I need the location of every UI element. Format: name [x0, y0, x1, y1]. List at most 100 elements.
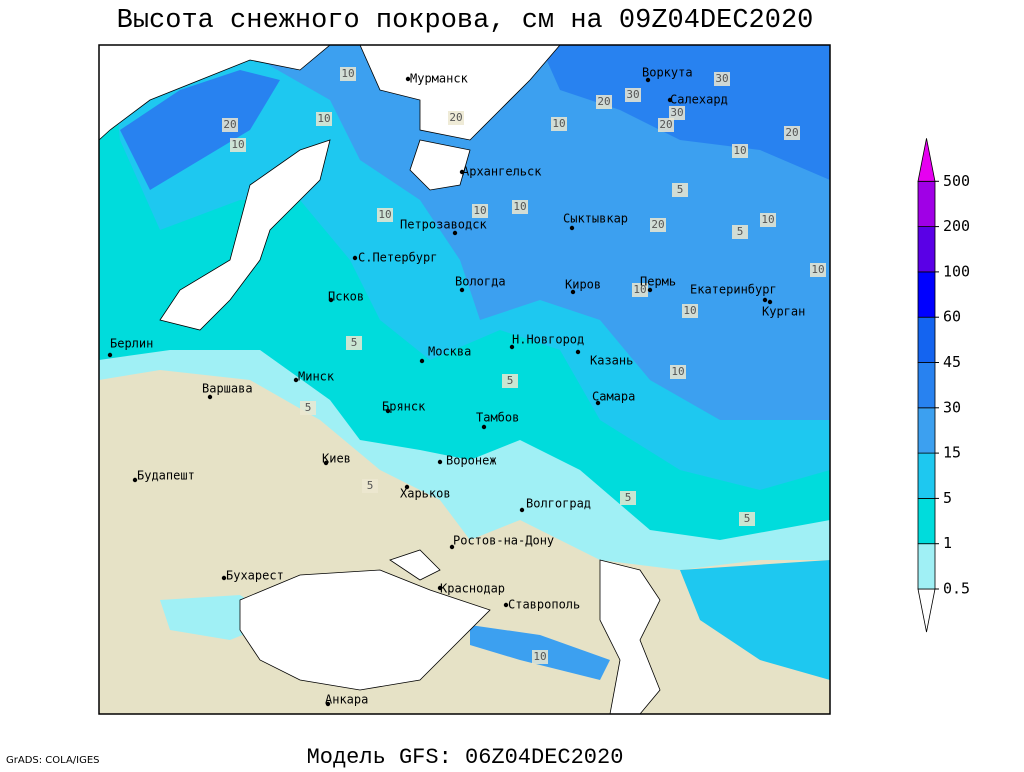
- city-dot: [405, 76, 411, 82]
- colorbar-upper-triangle: [917, 138, 936, 182]
- city-label: Н.Новгород: [512, 333, 584, 347]
- contour-label: 5: [305, 401, 312, 414]
- contour-label: 20: [449, 111, 462, 124]
- city-label: Брянск: [382, 400, 426, 414]
- city-dot: [221, 575, 227, 581]
- city-label: Петрозаводск: [400, 218, 487, 232]
- city-label: Ростов-на-Дону: [453, 534, 554, 548]
- colorbar-label: 100: [943, 262, 970, 280]
- colorbar-segment: [917, 407, 936, 454]
- city-label: Бухарест: [226, 569, 284, 583]
- city-label: Тамбов: [476, 411, 519, 425]
- city-dot: [569, 225, 575, 231]
- city-label: Минск: [298, 370, 335, 384]
- contour-label: 10: [761, 213, 774, 226]
- city-label: Воронеж: [446, 454, 497, 468]
- contour-label-box: [346, 336, 362, 350]
- contour-label-box: [632, 283, 648, 297]
- contour-label: 10: [633, 283, 646, 296]
- city-label: Вологда: [455, 275, 506, 289]
- contour-label: 20: [223, 118, 236, 131]
- city-dot: [323, 460, 329, 466]
- contour-label-box: [670, 365, 686, 379]
- city-label: Москва: [428, 345, 471, 359]
- contour-label-box: [551, 117, 567, 131]
- city-label: Краснодар: [440, 582, 505, 596]
- contour-label: 10: [341, 67, 354, 80]
- snow-zone: [680, 560, 830, 680]
- city-dot: [449, 544, 455, 550]
- colorbar-segment: [917, 271, 936, 318]
- contour-label: 30: [626, 88, 639, 101]
- sea: [99, 45, 331, 141]
- city-label: Пермь: [640, 275, 676, 289]
- contour-label-box: [362, 479, 378, 493]
- contour-label-box: [377, 208, 393, 222]
- city-label: Сыктывкар: [563, 212, 628, 226]
- city-label: С.Петербург: [358, 251, 437, 265]
- colorbar-segment: [917, 226, 936, 273]
- contour-label: 5: [625, 491, 632, 504]
- contour-label: 20: [659, 118, 672, 131]
- contour-label-box: [625, 88, 641, 102]
- contour-label-box: [682, 304, 698, 318]
- contour-label-box: [472, 204, 488, 218]
- city-dot: [570, 289, 576, 295]
- cities: Мурманск Воркута Салехард Архангельск Сыктыв…: [107, 66, 805, 707]
- city-label: Ставрополь: [508, 598, 580, 612]
- city-dot: [575, 349, 581, 355]
- city-dot: [667, 97, 673, 103]
- contour-label-box: [732, 144, 748, 158]
- contour-label-box: [340, 67, 356, 81]
- contour-label: 10: [231, 138, 244, 151]
- contour-label-box: [532, 650, 548, 664]
- contour-label: 10: [811, 263, 824, 276]
- city-label: Варшава: [202, 382, 253, 396]
- city-label: Казань: [590, 354, 633, 368]
- contour-label: 10: [733, 144, 746, 157]
- contour-label: 20: [785, 126, 798, 139]
- city-dot: [107, 352, 113, 358]
- credit: GrADS: COLA/IGES: [6, 755, 100, 766]
- city-dot: [352, 255, 358, 261]
- colorbar-label: 30: [943, 398, 961, 416]
- contour-label-box: [502, 374, 518, 388]
- city-dot: [328, 297, 334, 303]
- city-dot: [437, 585, 443, 591]
- title: Высота снежного покрова, см на 09Z04DEC2…: [117, 6, 814, 36]
- map: [99, 45, 830, 714]
- contour-label: 10: [473, 204, 486, 217]
- contour-label: 5: [351, 336, 358, 349]
- colorbar-label: 500: [943, 172, 970, 190]
- contour-label-box: [512, 200, 528, 214]
- city-label: Воркута: [642, 66, 693, 80]
- contour-label: 5: [744, 512, 751, 525]
- colorbar-label: 200: [943, 217, 970, 235]
- city-label: Самара: [592, 390, 635, 404]
- city-dot: [452, 230, 458, 236]
- city-label: Салехард: [670, 93, 728, 107]
- contour-label-box: [316, 112, 332, 126]
- map-frame: [98, 44, 831, 715]
- city-dot: [325, 701, 331, 707]
- snow-zone: [120, 70, 280, 190]
- contour-label-box: [222, 118, 238, 132]
- colorbar-label: 15: [943, 444, 961, 462]
- city-dot: [503, 602, 509, 608]
- colorbar-segment: [917, 452, 936, 499]
- colorbar-segment: [917, 316, 936, 363]
- city-label: Будапешт: [137, 469, 195, 483]
- colorbar-lower-triangle: [917, 588, 936, 633]
- city-dot: [459, 287, 465, 293]
- city-dot: [647, 287, 653, 293]
- city-dot: [459, 169, 465, 175]
- colorbar-label: 1: [943, 534, 952, 552]
- contour-label-box: [784, 126, 800, 140]
- contour-label-box: [300, 401, 316, 415]
- city-dot: [767, 299, 773, 305]
- contour-label-box: [714, 72, 730, 86]
- contour-label-box: [596, 95, 612, 109]
- contour-label: 10: [317, 112, 330, 125]
